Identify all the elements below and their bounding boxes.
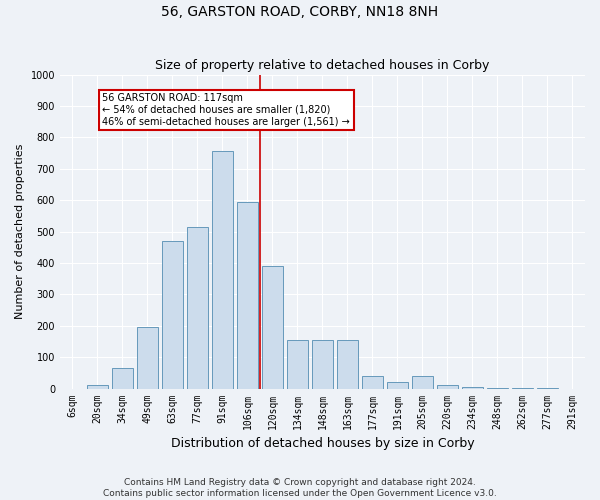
X-axis label: Distribution of detached houses by size in Corby: Distribution of detached houses by size … xyxy=(170,437,474,450)
Bar xyxy=(362,376,383,388)
Y-axis label: Number of detached properties: Number of detached properties xyxy=(15,144,25,319)
Bar xyxy=(412,376,433,388)
Bar xyxy=(162,241,183,388)
Bar xyxy=(437,386,458,388)
Bar xyxy=(312,340,333,388)
Bar xyxy=(337,340,358,388)
Text: 56 GARSTON ROAD: 117sqm
← 54% of detached houses are smaller (1,820)
46% of semi: 56 GARSTON ROAD: 117sqm ← 54% of detache… xyxy=(103,94,350,126)
Bar xyxy=(187,227,208,388)
Bar xyxy=(237,202,258,388)
Bar xyxy=(112,368,133,388)
Text: 56, GARSTON ROAD, CORBY, NN18 8NH: 56, GARSTON ROAD, CORBY, NN18 8NH xyxy=(161,5,439,19)
Bar xyxy=(462,387,483,388)
Text: Contains HM Land Registry data © Crown copyright and database right 2024.
Contai: Contains HM Land Registry data © Crown c… xyxy=(103,478,497,498)
Bar xyxy=(287,340,308,388)
Title: Size of property relative to detached houses in Corby: Size of property relative to detached ho… xyxy=(155,59,490,72)
Bar xyxy=(137,328,158,388)
Bar xyxy=(387,382,408,388)
Bar xyxy=(87,385,108,388)
Bar xyxy=(212,152,233,388)
Bar xyxy=(262,266,283,388)
